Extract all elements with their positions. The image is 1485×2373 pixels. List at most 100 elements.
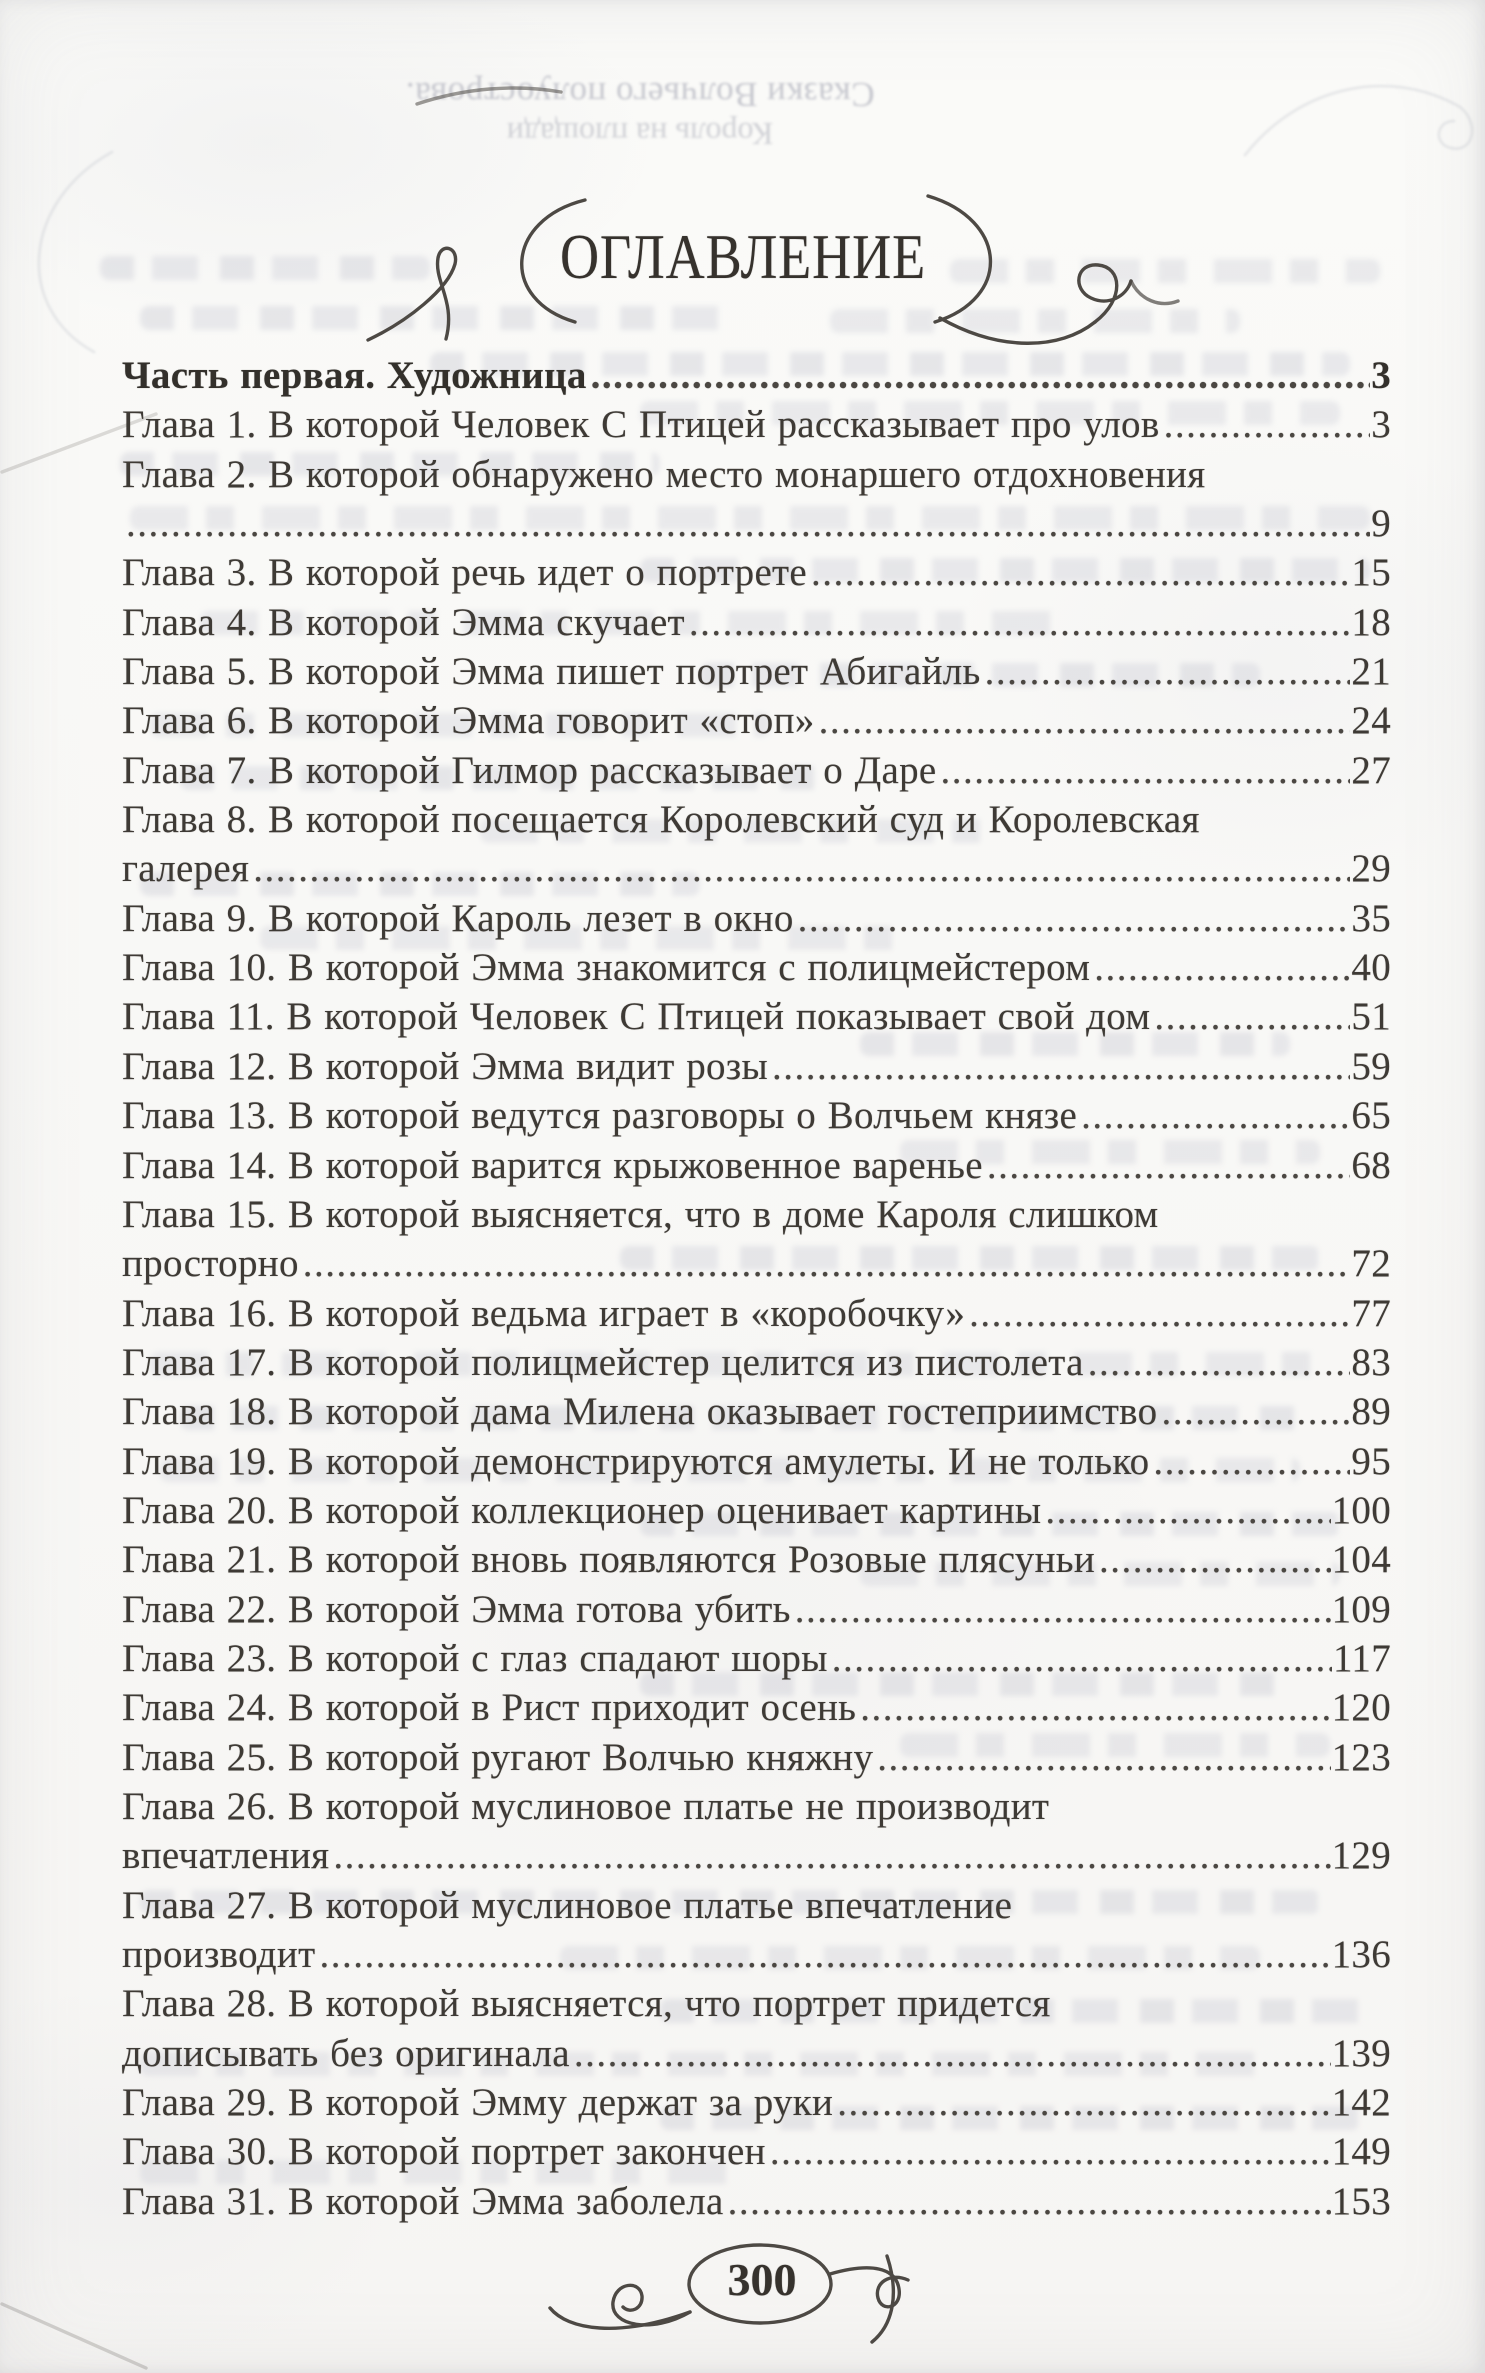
toc-entry-text: Глава 10. В которой Эмма знакомится с по… — [122, 946, 1091, 990]
toc-page-number: 72 — [1351, 1242, 1391, 1286]
toc-page-number: 83 — [1351, 1340, 1391, 1384]
toc-entry-text: производит — [122, 1933, 316, 1976]
toc-row: Глава 22. В которой Эмма готова убить...… — [122, 1585, 1391, 1634]
toc-page-number: 9 — [1371, 502, 1391, 546]
toc-row: Глава 27. В которой муслиновое платье вп… — [122, 1881, 1391, 1930]
toc-page-number: 40 — [1351, 946, 1391, 990]
toc-page-number: 117 — [1333, 1636, 1391, 1680]
scan-scratch — [415, 86, 563, 106]
toc-row: Глава 31. В которой Эмма заболела.......… — [122, 2177, 1391, 2226]
toc-page-number: 3 — [1371, 403, 1391, 447]
dot-leader: ........................................… — [831, 1636, 1333, 1680]
dot-leader: ........................................… — [1154, 995, 1350, 1039]
dot-leader: ........................................… — [333, 1834, 1331, 1878]
toc-page-number: 153 — [1331, 2179, 1391, 2223]
toc-entry-text: Глава 3. В которой речь идет о портрете — [122, 551, 808, 595]
toc-row: Глава 20. В которой коллекционер оценива… — [122, 1486, 1391, 1535]
toc-page-number: 149 — [1331, 2130, 1391, 2174]
toc-entry-text: дописывать без оригинала — [122, 2031, 570, 2075]
title-flourish-ornament — [366, 194, 1180, 345]
toc-entry-text: Глава 26. В которой муслиновое платье не… — [122, 1784, 1050, 1828]
dot-leader: ........................................… — [126, 502, 1370, 546]
footer-flourish-ornament — [548, 2243, 910, 2344]
toc-entry-text: Глава 13. В которой ведутся разговоры о … — [122, 1094, 1078, 1138]
toc-row: Глава 15. В которой выясняется, что в до… — [122, 1190, 1391, 1239]
toc-page-number: 24 — [1351, 699, 1391, 743]
toc-title: ОГЛАВЛЕНИЕ — [559, 222, 926, 292]
dot-leader: ........................................… — [986, 1143, 1351, 1187]
toc-entry-text: Глава 29. В которой Эмму держат за руки — [122, 2081, 834, 2125]
dot-leader: ........................................… — [1153, 1439, 1350, 1483]
toc-page-number: 142 — [1331, 2081, 1391, 2125]
toc-row: Глава 1. В которой Человек С Птицей расс… — [122, 400, 1391, 449]
toc-row: просторно...............................… — [122, 1239, 1391, 1288]
toc-row: Глава 4. В которой Эмма скучает.........… — [122, 598, 1391, 647]
toc-entry-text: Часть первая. Художница — [122, 354, 587, 397]
dot-leader: ........................................… — [769, 2130, 1331, 2174]
toc-row: Глава 25. В которой ругают Волчью княжну… — [122, 1733, 1391, 1782]
dot-leader: ........................................… — [940, 748, 1351, 792]
dot-leader: ........................................… — [688, 600, 1351, 644]
toc-page-number: 3 — [1371, 354, 1391, 397]
toc-row: дописывать без оригинала................… — [122, 2029, 1391, 2078]
bleed-ornament-left-edge — [37, 150, 114, 354]
dot-leader: ........................................… — [797, 896, 1351, 940]
toc-entry-text: Глава 19. В которой демонстрируются амул… — [122, 1439, 1150, 1483]
dot-leader: ........................................… — [573, 2031, 1331, 2075]
toc-page-number: 139 — [1331, 2031, 1391, 2075]
dot-leader: ........................................… — [1163, 403, 1371, 447]
toc-row: Глава 19. В которой демонстрируются амул… — [122, 1437, 1391, 1486]
toc-page-number: 35 — [1351, 896, 1391, 940]
dot-leader: ........................................… — [1045, 1488, 1330, 1532]
bleed-ornament-top-right — [1243, 84, 1474, 157]
toc-entry-text: Глава 23. В которой с глаз спадают шоры — [122, 1636, 828, 1680]
toc-entry-text: Глава 22. В которой Эмма готова убить — [122, 1587, 791, 1631]
table-of-contents: Часть первая. Художница.................… — [122, 351, 1391, 2226]
toc-row: Глава 28. В которой выясняется, что порт… — [122, 1979, 1391, 2028]
dot-leader: ........................................… — [1087, 1340, 1351, 1384]
toc-page-number: 120 — [1331, 1686, 1391, 1730]
dot-leader: ........................................… — [818, 699, 1351, 743]
dot-leader: ........................................… — [1094, 946, 1351, 990]
toc-entry-text: Глава 30. В которой портрет закончен — [122, 2130, 766, 2174]
toc-row: Глава 24. В которой в Рист приходит осен… — [122, 1683, 1391, 1732]
toc-page-number: 68 — [1351, 1143, 1391, 1187]
toc-entry-text: Глава 21. В которой вновь появляются Роз… — [122, 1538, 1096, 1582]
footer-page-number: 300 — [727, 2254, 797, 2305]
toc-row: Глава 10. В которой Эмма знакомится с по… — [122, 943, 1391, 992]
toc-row: галерея.................................… — [122, 844, 1391, 893]
dot-leader: ........................................… — [302, 1242, 1351, 1286]
dot-leader: ........................................… — [590, 354, 1371, 397]
toc-entry-text: галерея — [122, 847, 250, 891]
toc-page-number: 65 — [1351, 1094, 1391, 1138]
toc-row: Глава 16. В которой ведьма играет в «кор… — [122, 1289, 1391, 1338]
dot-leader: ........................................… — [860, 1686, 1330, 1730]
toc-row: производит..............................… — [122, 1930, 1391, 1979]
dot-leader: ........................................… — [837, 2081, 1331, 2125]
toc-row: Глава 9. В которой Кароль лезет в окно..… — [122, 894, 1391, 943]
toc-row: Глава 17. В которой полицмейстер целится… — [122, 1338, 1391, 1387]
toc-row: Глава 13. В которой ведутся разговоры о … — [122, 1091, 1391, 1140]
toc-page-number: 59 — [1351, 1044, 1391, 1088]
toc-entry-text: Глава 15. В которой выясняется, что в до… — [122, 1192, 1159, 1236]
toc-entry-text: впечатления — [122, 1834, 330, 1878]
dot-leader: ........................................… — [253, 847, 1350, 891]
toc-page-number: 136 — [1331, 1933, 1391, 1976]
toc-row: Глава 8. В которой посещается Королевски… — [122, 795, 1391, 844]
toc-row: Глава 2. В которой обнаружено место мона… — [122, 450, 1391, 499]
toc-row: Глава 11. В которой Человек С Птицей пок… — [122, 992, 1391, 1041]
toc-page-number: 21 — [1351, 650, 1391, 694]
toc-entry-text: Глава 14. В которой варится крыжовенное … — [122, 1143, 983, 1187]
toc-entry-text: Глава 7. В которой Гилмор рассказывает о… — [122, 748, 937, 792]
toc-row: Глава 29. В которой Эмму держат за руки.… — [122, 2078, 1391, 2127]
toc-entry-text: Глава 2. В которой обнаружено место мона… — [122, 452, 1206, 496]
bleed-book-title: Король на площади — [506, 116, 774, 152]
dot-leader: ........................................… — [772, 1044, 1350, 1088]
toc-page-number: 15 — [1351, 551, 1391, 595]
toc-row: Глава 23. В которой с глаз спадают шоры.… — [122, 1634, 1391, 1683]
toc-page-number: 18 — [1351, 600, 1391, 644]
toc-entry-text: Глава 5. В которой Эмма пишет портрет Аб… — [122, 650, 981, 694]
toc-row: Глава 12. В которой Эмма видит розы.....… — [122, 1042, 1391, 1091]
dot-leader: ........................................… — [811, 551, 1351, 595]
toc-entry-text: Глава 24. В которой в Рист приходит осен… — [122, 1686, 857, 1730]
